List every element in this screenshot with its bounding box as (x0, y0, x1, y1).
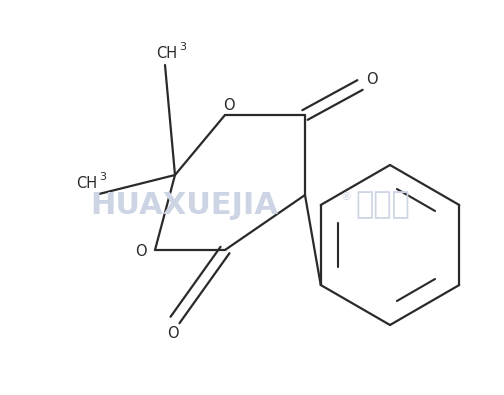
Text: CH: CH (156, 45, 177, 60)
Text: O: O (167, 327, 179, 342)
Text: O: O (223, 98, 235, 113)
Text: HUAXUEJIA: HUAXUEJIA (90, 190, 278, 220)
Text: O: O (135, 245, 147, 260)
Text: 3: 3 (179, 42, 186, 52)
Text: O: O (366, 73, 378, 88)
Text: 化学加: 化学加 (355, 190, 410, 220)
Text: 3: 3 (99, 172, 106, 182)
Text: ®: ® (340, 192, 351, 202)
Text: CH: CH (77, 175, 98, 190)
